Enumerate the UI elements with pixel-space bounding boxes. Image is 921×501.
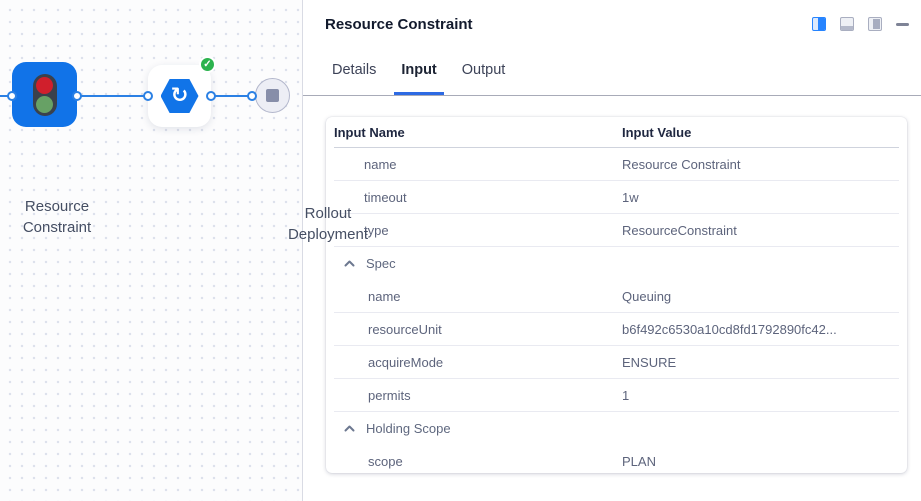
input-table-body: name Resource Constraint timeout 1w type Reso… bbox=[334, 148, 899, 473]
details-panel: Resource Constraint Details Input Output I… bbox=[303, 0, 921, 501]
port-in-rollout-deployment[interactable] bbox=[143, 91, 153, 101]
dock-split-icon[interactable] bbox=[812, 17, 826, 31]
table-row: resourceUnit b6f492c6530a10cd8fd1792890fc… bbox=[334, 313, 899, 346]
port-out-resource-constraint[interactable] bbox=[72, 91, 82, 101]
traffic-light-icon bbox=[32, 73, 57, 116]
panel-tabs: Details Input Output bbox=[303, 48, 921, 96]
table-row: type ResourceConstraint bbox=[334, 214, 899, 247]
table-row: name Queuing bbox=[334, 280, 899, 313]
table-row: scope PLAN bbox=[334, 445, 899, 473]
table-section-row[interactable]: Spec bbox=[334, 247, 899, 280]
canvas-panel-divider bbox=[302, 0, 303, 501]
table-section-row[interactable]: Holding Scope bbox=[334, 412, 899, 445]
pipeline-end-node[interactable] bbox=[255, 78, 290, 113]
panel-window-controls bbox=[812, 17, 909, 31]
panel-header: Resource Constraint bbox=[303, 0, 921, 48]
success-check-badge: ✓ bbox=[199, 56, 216, 73]
panel-title: Resource Constraint bbox=[325, 15, 473, 33]
tab-input[interactable]: Input bbox=[394, 48, 444, 95]
tab-output[interactable]: Output bbox=[461, 62, 506, 78]
column-header-input-name: Input Name bbox=[334, 124, 405, 140]
port-out-rollout-deployment[interactable] bbox=[206, 91, 216, 101]
table-row: name Resource Constraint bbox=[334, 148, 899, 181]
input-name-cell: scope bbox=[368, 454, 403, 469]
input-name-cell: permits bbox=[368, 387, 411, 403]
input-name-cell: acquireMode bbox=[368, 354, 444, 370]
node-label-resource-constraint: Resource Constraint bbox=[22, 198, 92, 236]
column-header-input-value: Input Value bbox=[622, 124, 692, 140]
port-in-end-node[interactable] bbox=[247, 91, 257, 101]
dock-right-icon[interactable] bbox=[868, 17, 882, 31]
table-row: acquireMode ENSURE bbox=[334, 346, 899, 379]
section-label: Spec bbox=[334, 256, 622, 271]
input-value-cell: 1 bbox=[622, 387, 630, 403]
input-value-cell: ResourceConstraint bbox=[622, 222, 737, 238]
dock-bottom-icon[interactable] bbox=[840, 17, 854, 31]
input-name-cell: name bbox=[364, 156, 397, 172]
pipeline-canvas[interactable]: Resource Constraint ↻ ✓ Rollout Deployme… bbox=[0, 0, 368, 501]
chevron-up-icon bbox=[344, 260, 355, 267]
pipeline-edge bbox=[0, 95, 256, 97]
input-card: Input Name Input Value name Resource Cons… bbox=[326, 117, 907, 473]
node-rollout-deployment[interactable]: ↻ ✓ Rollout Deployment bbox=[148, 56, 368, 243]
tab-details[interactable]: Details bbox=[332, 62, 377, 78]
input-name-cell: resourceUnit bbox=[368, 321, 442, 337]
input-value-cell: PLAN bbox=[622, 454, 656, 469]
node-resource-constraint[interactable]: Resource Constraint bbox=[12, 62, 91, 236]
input-table-header: Input Name Input Value bbox=[334, 117, 899, 148]
stop-square-icon bbox=[266, 89, 279, 102]
port-in-resource-constraint[interactable] bbox=[7, 91, 17, 101]
input-value-cell: 1w bbox=[622, 189, 639, 205]
table-row: permits 1 bbox=[334, 379, 899, 412]
input-value-cell: ENSURE bbox=[622, 354, 677, 370]
section-label: Holding Scope bbox=[334, 421, 622, 436]
input-value-cell: b6f492c6530a10cd8fd1792890fc42... bbox=[622, 321, 837, 337]
input-name-cell: name bbox=[368, 288, 401, 304]
input-value-cell: Resource Constraint bbox=[622, 156, 741, 172]
minimize-icon[interactable] bbox=[896, 22, 909, 26]
table-row: timeout 1w bbox=[334, 181, 899, 214]
chevron-up-icon bbox=[344, 425, 355, 432]
rollout-icon: ↻ bbox=[160, 79, 199, 113]
node-label-rollout-deployment: Rollout Deployment bbox=[287, 205, 369, 243]
input-value-cell: Queuing bbox=[622, 288, 672, 304]
